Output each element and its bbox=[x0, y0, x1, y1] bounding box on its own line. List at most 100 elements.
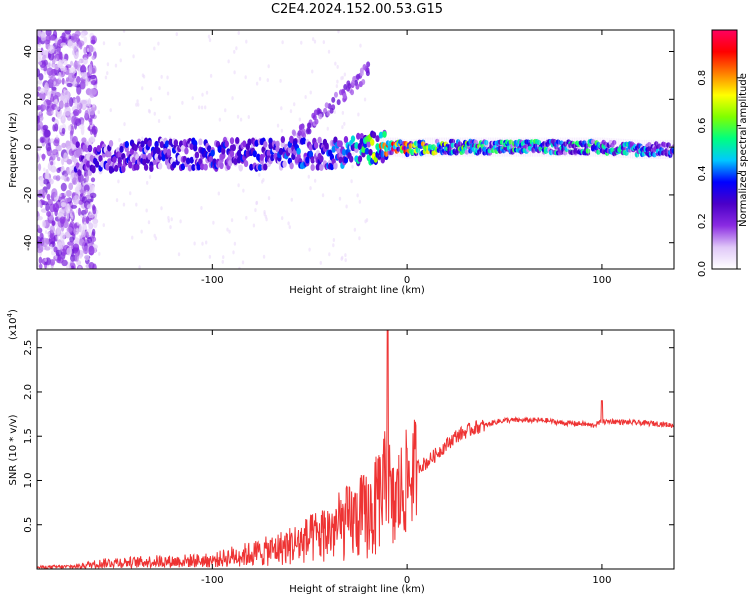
spectrogram-cell bbox=[610, 138, 612, 158]
spectrogram-cell bbox=[236, 114, 240, 119]
spectrogram-y-tick-label: 0 bbox=[23, 144, 34, 150]
spectrogram-cell bbox=[353, 227, 357, 232]
spectrogram-cell bbox=[311, 69, 314, 74]
spectrogram-cell bbox=[131, 156, 137, 164]
spectrogram-cell bbox=[37, 138, 41, 143]
spectrogram-cell bbox=[304, 94, 307, 99]
spectrogram-cell bbox=[514, 137, 516, 157]
snr-y-tick-label: 0.5 bbox=[23, 517, 34, 533]
spectrogram-cell bbox=[80, 79, 87, 84]
spectrogram-cell bbox=[464, 149, 470, 155]
spectrogram-cell bbox=[123, 122, 126, 127]
spectrogram-cell bbox=[143, 137, 149, 145]
spectrogram-cell bbox=[37, 115, 41, 124]
spectrogram-cell bbox=[81, 64, 86, 71]
spectrogram-cell bbox=[412, 139, 414, 159]
spectrogram-cell bbox=[350, 89, 355, 96]
spectrogram-cell bbox=[230, 218, 234, 223]
spectrogram-cell bbox=[87, 98, 92, 108]
spectrogram-cell bbox=[96, 145, 101, 153]
svg-text:(x104): (x104) bbox=[6, 309, 19, 340]
spectrogram-cell bbox=[149, 97, 153, 102]
spectrogram-cell bbox=[102, 41, 106, 46]
spectrogram-cell bbox=[112, 156, 117, 164]
spectrogram-cell bbox=[140, 229, 143, 234]
spectrogram-cell bbox=[197, 105, 201, 110]
spectrogram-cell bbox=[50, 243, 53, 248]
snr-y-label: SNR (10 * v/v) bbox=[8, 414, 19, 485]
spectrogram-cell bbox=[233, 157, 238, 165]
spectrogram-cell bbox=[72, 42, 78, 51]
spectrogram-cell bbox=[79, 42, 83, 50]
spectrogram-cell bbox=[160, 206, 163, 211]
spectrogram-cell bbox=[78, 234, 83, 239]
snr-frame bbox=[36, 329, 675, 570]
spectrogram-cell bbox=[61, 116, 65, 121]
spectrogram-cell bbox=[45, 30, 52, 37]
spectrogram-cell bbox=[484, 137, 486, 157]
spectrogram-cell bbox=[208, 38, 212, 43]
spectrogram-cell bbox=[191, 96, 194, 101]
snr-scale-prefix: (x10 bbox=[8, 317, 19, 340]
spectrogram-cell bbox=[378, 131, 384, 139]
spectrogram-cell bbox=[49, 259, 56, 266]
spectrogram-cell bbox=[119, 145, 124, 153]
spectrogram-cell bbox=[63, 197, 71, 203]
spectrogram-y-tick-label: 40 bbox=[23, 45, 34, 58]
spectrogram-cell bbox=[164, 140, 170, 148]
spectrogram-cell bbox=[70, 33, 77, 43]
spectrogram-cell bbox=[549, 137, 551, 157]
spectrogram-cell bbox=[106, 71, 109, 76]
spectrogram-cell bbox=[247, 138, 252, 146]
spectrogram-cell bbox=[47, 44, 55, 54]
spectrogram-cell bbox=[343, 156, 349, 164]
spectrogram-cell bbox=[258, 172, 261, 177]
spectrogram-cell bbox=[54, 91, 61, 98]
spectrogram-cell bbox=[44, 230, 48, 235]
spectrogram-cell bbox=[54, 255, 58, 260]
spectrogram-cell bbox=[171, 161, 177, 169]
spectrogram-cell bbox=[298, 117, 302, 122]
spectrogram-cell bbox=[177, 252, 181, 257]
spectrogram-cell bbox=[148, 109, 151, 114]
spectrogram-cell bbox=[89, 125, 93, 130]
spectrogram-cell bbox=[42, 178, 50, 185]
spectrogram-cell bbox=[83, 192, 86, 197]
spectrogram-cell bbox=[74, 253, 79, 262]
spectrogram-cell bbox=[384, 149, 389, 157]
spectrogram-cell bbox=[79, 254, 83, 259]
spectrogram-cell bbox=[280, 135, 286, 143]
spectrogram-cell bbox=[51, 69, 58, 74]
spectrogram-cell bbox=[357, 112, 360, 117]
spectrogram-cell bbox=[355, 73, 360, 80]
spectrogram-cell bbox=[68, 266, 72, 269]
spectrogram-cell bbox=[552, 137, 555, 157]
spectrogram-cell bbox=[204, 240, 208, 245]
spectrogram-cell bbox=[51, 149, 59, 156]
spectrogram-cell bbox=[37, 142, 40, 147]
spectrogram-cell bbox=[387, 145, 392, 151]
spectrogram-cell bbox=[380, 150, 385, 158]
spectrogram-cell bbox=[242, 140, 247, 148]
spectrogram-cell bbox=[671, 148, 674, 154]
spectrogram-cell bbox=[147, 140, 152, 148]
spectrogram-cell bbox=[366, 140, 371, 148]
spectrogram-cell bbox=[224, 140, 229, 148]
spectrogram-cell bbox=[309, 90, 312, 95]
spectrogram-cell bbox=[340, 76, 343, 81]
spectrogram-cell bbox=[233, 49, 236, 54]
spectrogram-cell bbox=[580, 137, 583, 157]
spectrogram-cell bbox=[141, 136, 144, 141]
spectrogram-cell bbox=[545, 137, 548, 157]
spectrogram-cell bbox=[548, 150, 554, 156]
spectrogram-cell bbox=[158, 86, 161, 91]
spectrogram-cell bbox=[313, 178, 317, 183]
spectrogram-cell bbox=[39, 110, 42, 115]
spectrogram-cell bbox=[44, 257, 47, 262]
spectrogram-cell bbox=[636, 139, 639, 159]
spectrogram-cell bbox=[46, 211, 51, 217]
snr-x-tick-label: -100 bbox=[201, 575, 224, 586]
spectrogram-cell bbox=[336, 99, 341, 106]
spectrogram-cell bbox=[589, 137, 591, 157]
spectrogram-cell bbox=[307, 122, 312, 129]
